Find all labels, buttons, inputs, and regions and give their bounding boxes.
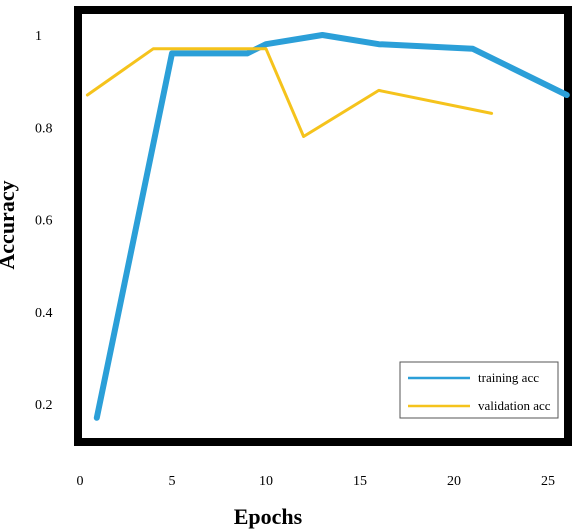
series-line-validation-acc [85,47,494,138]
y-tick-label: 0.6 [35,214,53,229]
y-tick-label: 0.4 [35,306,53,321]
x-tick-label: 0 [77,474,84,489]
legend-box [399,361,559,419]
x-tick-label: 5 [169,474,176,489]
x-tick-label: 20 [447,474,461,489]
x-tick-label: 10 [259,474,273,489]
x-tick-label: 25 [541,474,555,489]
y-tick-label: 0.2 [35,398,53,413]
legend-label: validation acc [478,398,551,413]
series-line-training-acc [93,32,570,421]
y-tick-label: 1 [35,29,42,44]
x-tick-label: 15 [353,474,367,489]
y-axis-title: Accuracy [0,180,19,269]
legend-label: training acc [478,370,539,385]
x-axis-title: Epochs [234,504,303,529]
plot-frame [74,6,572,446]
y-tick-label: 0.8 [35,121,53,136]
